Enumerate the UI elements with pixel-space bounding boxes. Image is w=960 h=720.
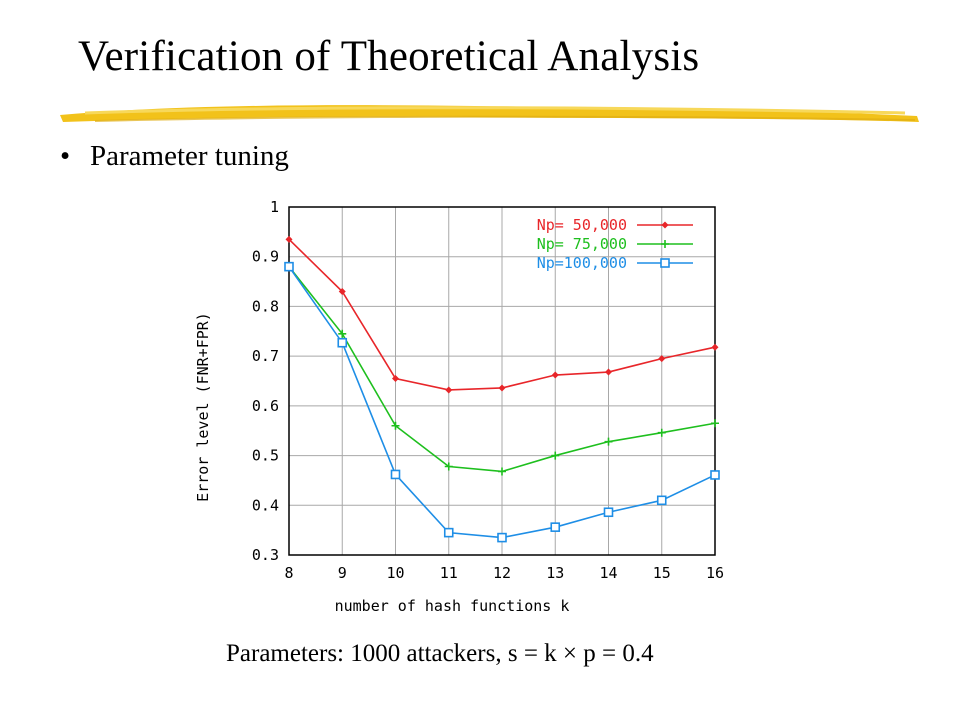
data-point [497,532,507,543]
x-tick-label: 12 [493,564,511,582]
y-tick-label: 0.6 [252,397,279,415]
caption: Parameters: 1000 attackers, s = k × p = … [226,640,654,667]
y-tick-label: 0.7 [252,347,279,365]
x-tick-label: 14 [599,564,617,582]
y-tick-label: 0.5 [252,447,279,465]
data-point [550,522,561,532]
legend-marker [661,221,669,229]
slide-title: Verification of Theoretical Analysis [78,33,700,80]
y-tick-label: 0.4 [252,496,279,514]
y-tick-label: 0.8 [252,297,279,315]
x-tick-label: 16 [706,564,724,582]
data-point [390,469,401,480]
data-point [656,495,667,506]
data-point [711,419,719,428]
title-underline [60,105,919,122]
legend-label: Np= 75,000 [537,235,627,253]
series-layer [284,235,720,543]
data-point [391,421,400,430]
data-point [284,261,294,272]
data-point [658,355,666,363]
series-3 [284,261,720,543]
plot-border [288,206,716,556]
x-tick-label: 9 [338,564,347,582]
data-point [285,235,293,243]
legend-label: Np= 50,000 [537,216,627,234]
legend-marker [660,258,670,268]
x-axis-label: number of hash functions k [335,597,570,615]
data-point [445,386,453,394]
data-point [444,462,453,471]
chart: 8 9 10 11 12 13 14 15 16 0.3 0.4 0.5 0.6 0.7 0.8 0.9 1 N… [190,195,750,625]
data-point [392,375,399,383]
x-tick-label: 8 [284,564,293,582]
x-tick-label: 11 [440,564,458,582]
data-point [338,329,347,338]
y-tick-label: 0.3 [252,546,279,564]
x-tick-label: 10 [386,564,404,582]
data-point [711,343,719,351]
bullet-item: • Parameter tuning [60,140,289,173]
chart-svg: 8 9 10 11 12 13 14 15 16 0.3 0.4 0.5 0.6 0.7 0.8 0.9 1 N… [194,198,724,615]
data-point [603,507,614,518]
data-point [657,428,666,437]
data-point [551,371,559,379]
series-1 [285,235,719,394]
y-axis-label: Error level (FNR+FPR) [194,312,212,502]
y-tick-label: 0.9 [252,248,279,266]
data-point [605,368,612,376]
legend-entry: Np=100,000 [537,254,693,272]
legend-marker [661,240,669,248]
legend-label: Np=100,000 [537,254,627,272]
legend-entry: Np= 50,000 [537,216,693,234]
data-point [551,451,560,460]
bullet-marker: • [60,140,71,172]
legend-entry: Np= 75,000 [537,235,693,253]
x-tick-label: 13 [546,564,564,582]
data-point [498,467,506,476]
data-point [710,470,720,480]
data-point [443,527,454,538]
tick-labels: 8 9 10 11 12 13 14 15 16 0.3 0.4 0.5 0.6 0.7 0.8 0.9 1 [252,198,724,582]
data-point [338,288,346,296]
y-tick-label: 1 [270,198,279,216]
x-tick-label: 15 [653,564,671,582]
bullet-text: Parameter tuning [90,140,289,172]
data-point [337,337,348,348]
data-point [498,384,506,392]
data-point [604,437,613,446]
